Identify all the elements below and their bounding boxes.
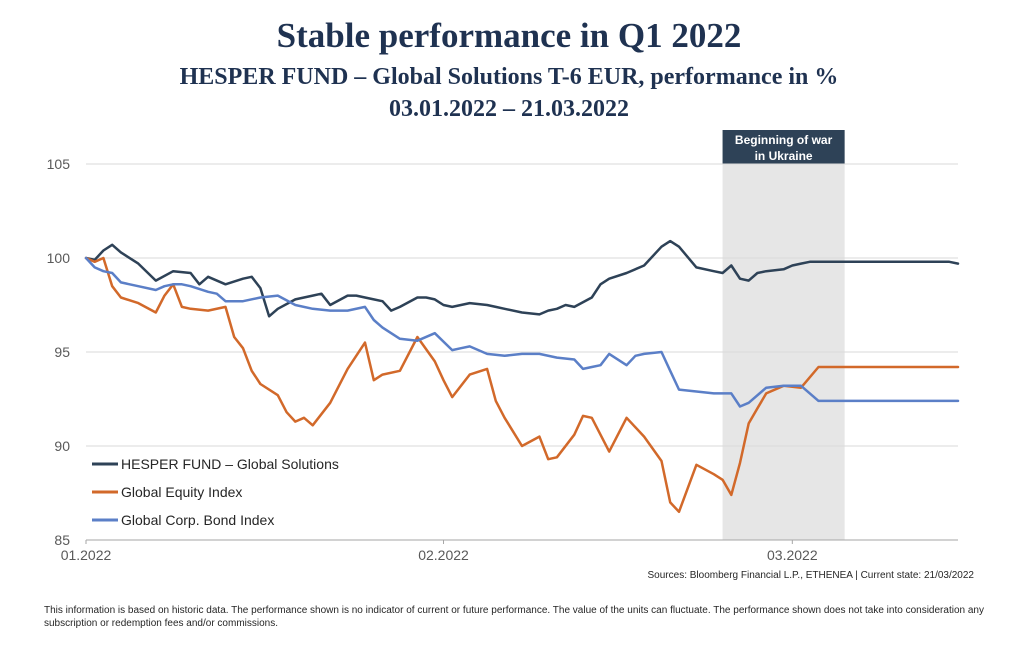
legend-label-bond: Global Corp. Bond Index bbox=[121, 512, 274, 528]
y-tick-label: 100 bbox=[47, 250, 71, 266]
tick-group: 85 90 95 100 105 01.2022 02.2022 03.2022 bbox=[47, 156, 818, 563]
y-tick-label: 95 bbox=[54, 344, 70, 360]
x-tick-label: 02.2022 bbox=[418, 547, 469, 563]
y-tick-label: 85 bbox=[54, 532, 70, 548]
series-line-equity bbox=[84, 256, 960, 514]
war-label-box bbox=[722, 130, 845, 164]
chart-subtitle: HESPER FUND – Global Solutions T-6 EUR, … bbox=[179, 64, 839, 90]
war-period-shade-group: Beginning of war in Ukraine bbox=[722, 130, 845, 540]
series-group bbox=[84, 239, 960, 514]
disclaimer-text: This information is based on historic da… bbox=[44, 605, 984, 629]
war-label-line-2: in Ukraine bbox=[755, 149, 813, 163]
x-tick-label: 03.2022 bbox=[767, 547, 818, 563]
y-tick-label: 90 bbox=[54, 438, 70, 454]
legend: HESPER FUND – Global Solutions Global Equ… bbox=[92, 456, 339, 528]
chart-date-range: 03.01.2022 – 21.03.2022 bbox=[389, 96, 629, 122]
series-line-fund bbox=[84, 239, 960, 318]
y-tick-label: 105 bbox=[47, 156, 71, 172]
x-tick-label: 01.2022 bbox=[61, 547, 112, 563]
source-note: Sources: Bloomberg Financial L.P., ETHEN… bbox=[647, 570, 974, 581]
war-label-line-1: Beginning of war bbox=[735, 133, 833, 147]
legend-label-equity: Global Equity Index bbox=[121, 484, 242, 500]
chart-title: Stable performance in Q1 2022 bbox=[276, 16, 742, 55]
legend-label-fund: HESPER FUND – Global Solutions bbox=[121, 456, 339, 472]
series-line-bond bbox=[84, 256, 960, 408]
